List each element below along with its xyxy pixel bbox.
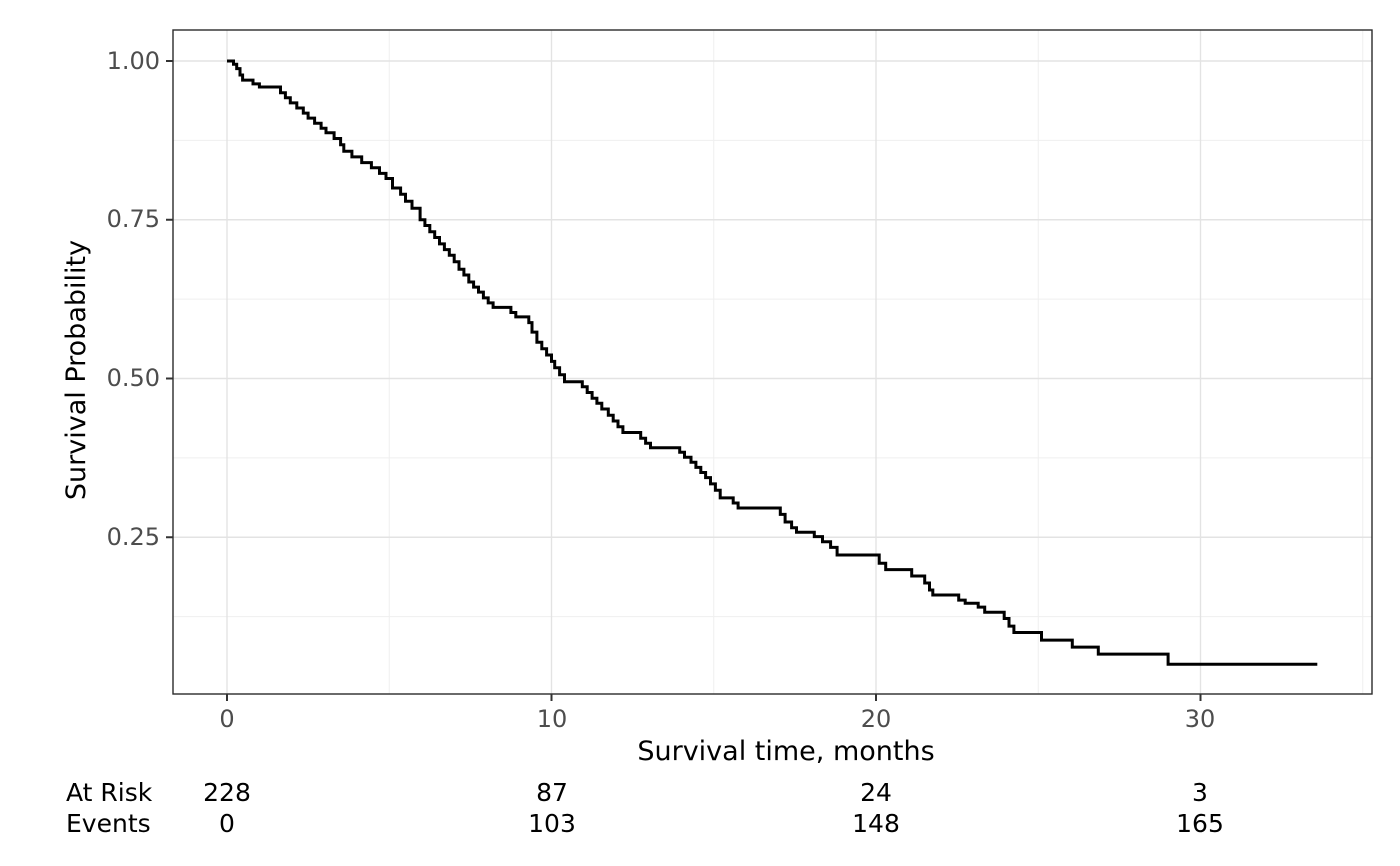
x-tick-label-0: 0 [219, 705, 235, 733]
events-value-t10: 103 [528, 809, 576, 838]
x-tick-label-10: 10 [536, 705, 568, 733]
y-tick-label-0.75: 0.75 [106, 205, 160, 233]
x-axis-title: Survival time, months [637, 736, 935, 767]
km-survival-curve [227, 59, 1318, 666]
at-risk-value-t30: 3 [1192, 778, 1208, 807]
at-risk-value-t10: 87 [536, 778, 568, 807]
y-tick-label-0.25: 0.25 [106, 523, 160, 551]
events-row-label: Events [66, 809, 151, 838]
events-value-t30: 165 [1176, 809, 1224, 838]
x-tick-label-30: 30 [1184, 705, 1216, 733]
y-axis-title: Survival Probability [61, 239, 92, 501]
events-value-t0: 0 [219, 809, 235, 838]
y-tick-label-0.50: 0.50 [106, 364, 160, 392]
at-risk-value-t20: 24 [860, 778, 892, 807]
y-tick-label-1.00: 1.00 [106, 47, 160, 75]
at-risk-value-t0: 228 [203, 778, 251, 807]
x-tick-label-20: 20 [860, 705, 892, 733]
at-risk-row-label: At Risk [66, 778, 153, 807]
events-value-t20: 148 [852, 809, 900, 838]
panel-border [172, 29, 1373, 695]
